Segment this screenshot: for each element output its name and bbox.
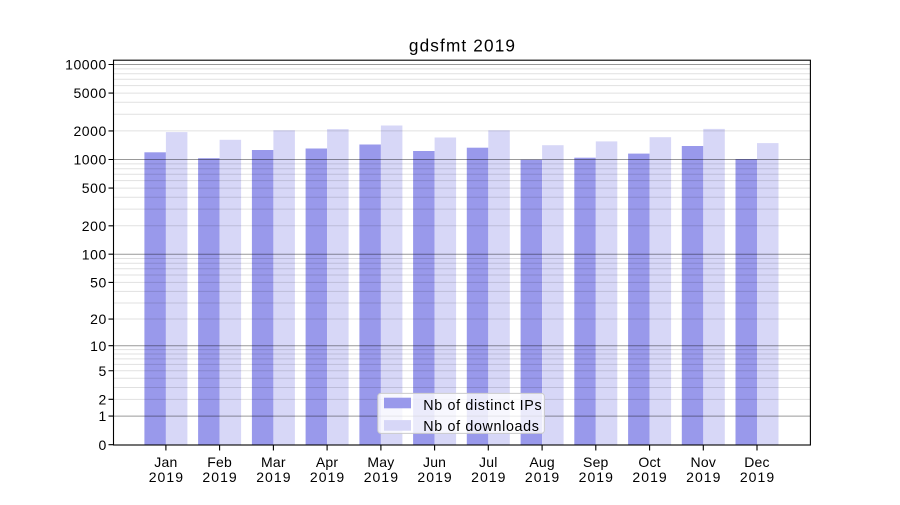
svg-text:2019: 2019 <box>525 469 560 485</box>
svg-text:5: 5 <box>98 363 106 379</box>
svg-text:Oct: Oct <box>638 454 660 470</box>
svg-text:Jul: Jul <box>479 454 498 470</box>
svg-text:2019: 2019 <box>202 469 237 485</box>
svg-text:Apr: Apr <box>316 454 339 470</box>
svg-text:2019: 2019 <box>417 469 452 485</box>
svg-text:Jun: Jun <box>423 454 446 470</box>
svg-text:Mar: Mar <box>261 454 286 470</box>
svg-text:0: 0 <box>98 437 106 453</box>
svg-text:1: 1 <box>98 408 106 424</box>
svg-text:10: 10 <box>90 338 107 354</box>
svg-text:2000: 2000 <box>73 123 106 139</box>
svg-text:1000: 1000 <box>73 152 106 168</box>
svg-text:Feb: Feb <box>207 454 232 470</box>
svg-text:2: 2 <box>98 391 106 407</box>
svg-text:2019: 2019 <box>686 469 721 485</box>
svg-text:gdsfmt 2019: gdsfmt 2019 <box>409 36 516 56</box>
svg-text:2019: 2019 <box>364 469 399 485</box>
svg-text:May: May <box>367 454 394 470</box>
svg-text:Sep: Sep <box>583 454 609 470</box>
svg-text:5000: 5000 <box>73 85 106 101</box>
svg-text:50: 50 <box>90 275 107 291</box>
svg-text:2019: 2019 <box>149 469 184 485</box>
svg-text:Aug: Aug <box>529 454 555 470</box>
svg-text:Nb of downloads: Nb of downloads <box>423 419 539 435</box>
svg-text:Dec: Dec <box>744 454 770 470</box>
svg-text:2019: 2019 <box>740 469 775 485</box>
svg-text:2019: 2019 <box>256 469 291 485</box>
svg-text:Nov: Nov <box>691 454 717 470</box>
svg-text:2019: 2019 <box>632 469 667 485</box>
svg-text:20: 20 <box>90 311 107 327</box>
svg-text:2019: 2019 <box>471 469 506 485</box>
svg-text:Nb of distinct IPs: Nb of distinct IPs <box>423 398 542 414</box>
svg-text:2019: 2019 <box>310 469 345 485</box>
svg-text:Jan: Jan <box>154 454 177 470</box>
svg-text:200: 200 <box>82 218 107 234</box>
svg-text:2019: 2019 <box>579 469 614 485</box>
svg-text:500: 500 <box>82 180 107 196</box>
svg-text:100: 100 <box>82 246 107 262</box>
svg-text:10000: 10000 <box>65 57 107 73</box>
